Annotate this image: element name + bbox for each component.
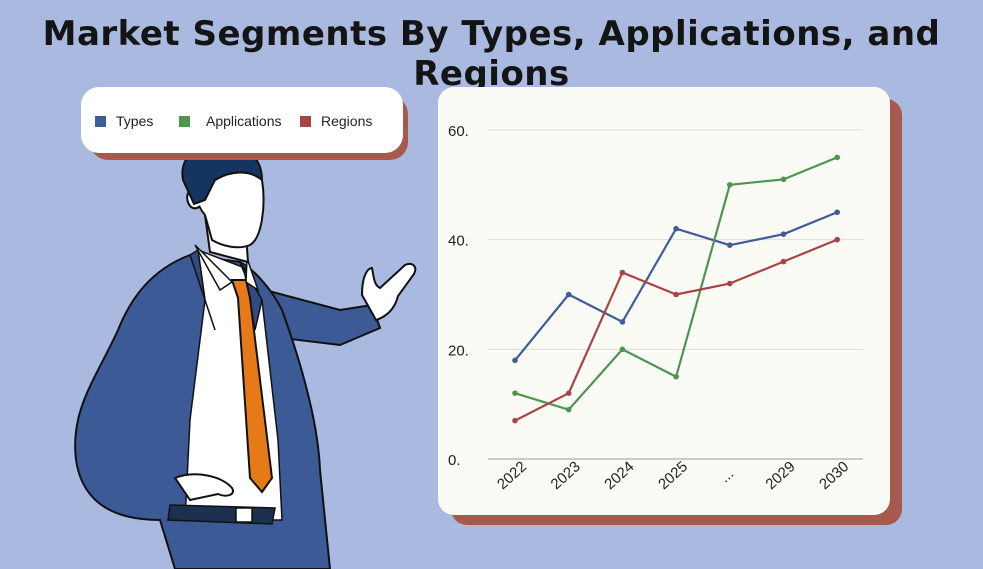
legend: Types Applications Regions bbox=[81, 87, 403, 153]
presenter-hand bbox=[360, 263, 417, 322]
y-tick-label: 60. bbox=[448, 123, 469, 140]
data-point-types bbox=[673, 225, 679, 232]
y-tick-label: 0. bbox=[448, 452, 461, 469]
legend-item-regions: Regions bbox=[300, 113, 372, 129]
data-point-regions bbox=[565, 390, 572, 397]
data-point-applications bbox=[727, 182, 733, 188]
series-line-types bbox=[514, 211, 838, 361]
data-point-regions bbox=[673, 291, 679, 298]
x-tick-label: 2023 bbox=[548, 458, 584, 493]
data-point-applications bbox=[512, 390, 518, 397]
y-tick-label: 20. bbox=[448, 342, 469, 359]
data-point-applications bbox=[780, 176, 787, 183]
data-point-regions bbox=[834, 236, 840, 243]
chart-card: 0. 20. 40. 60. 2022 2023 2024 2025... 2029 2030 bbox=[438, 87, 890, 515]
legend-swatch-types bbox=[95, 115, 106, 127]
x-tick-label: 2024 bbox=[601, 458, 637, 493]
legend-swatch-applications bbox=[179, 115, 190, 127]
data-point-types bbox=[619, 319, 626, 325]
data-point-types bbox=[780, 231, 787, 237]
legend-swatch-regions bbox=[300, 115, 311, 127]
data-point-regions bbox=[780, 258, 787, 265]
y-tick-label: 40. bbox=[448, 233, 469, 250]
data-point-regions bbox=[512, 417, 518, 424]
x-tick-label: ... bbox=[716, 465, 737, 486]
legend-label-regions: Regions bbox=[321, 113, 373, 129]
page-title: Market Segments By Types, Applications, … bbox=[42, 14, 941, 94]
data-point-applications bbox=[565, 406, 572, 413]
x-tick-label: 2022 bbox=[494, 458, 530, 493]
data-point-regions bbox=[727, 280, 733, 287]
series-line-applications bbox=[514, 156, 838, 411]
data-point-applications bbox=[619, 346, 626, 353]
series-line-regions bbox=[514, 238, 838, 422]
data-point-types bbox=[512, 357, 518, 364]
data-point-applications bbox=[673, 373, 679, 380]
data-point-regions bbox=[619, 269, 626, 276]
x-tick-label: 2029 bbox=[762, 458, 798, 493]
line-chart: 0. 20. 40. 60. 2022 2023 2024 2025... 2029 2030 bbox=[448, 123, 863, 493]
data-point-applications bbox=[834, 154, 840, 161]
legend-item-applications: Applications bbox=[179, 113, 282, 129]
data-point-types bbox=[565, 291, 572, 298]
legend-item-types: Types bbox=[95, 113, 153, 129]
presenter-belt bbox=[167, 504, 276, 525]
data-point-types bbox=[727, 242, 733, 248]
data-point-types bbox=[834, 209, 840, 216]
x-tick-label: 2025 bbox=[655, 458, 691, 493]
legend-label-types: Types bbox=[116, 113, 154, 129]
legend-label-applications: Applications bbox=[206, 113, 282, 129]
x-tick-label: 2030 bbox=[816, 458, 852, 493]
